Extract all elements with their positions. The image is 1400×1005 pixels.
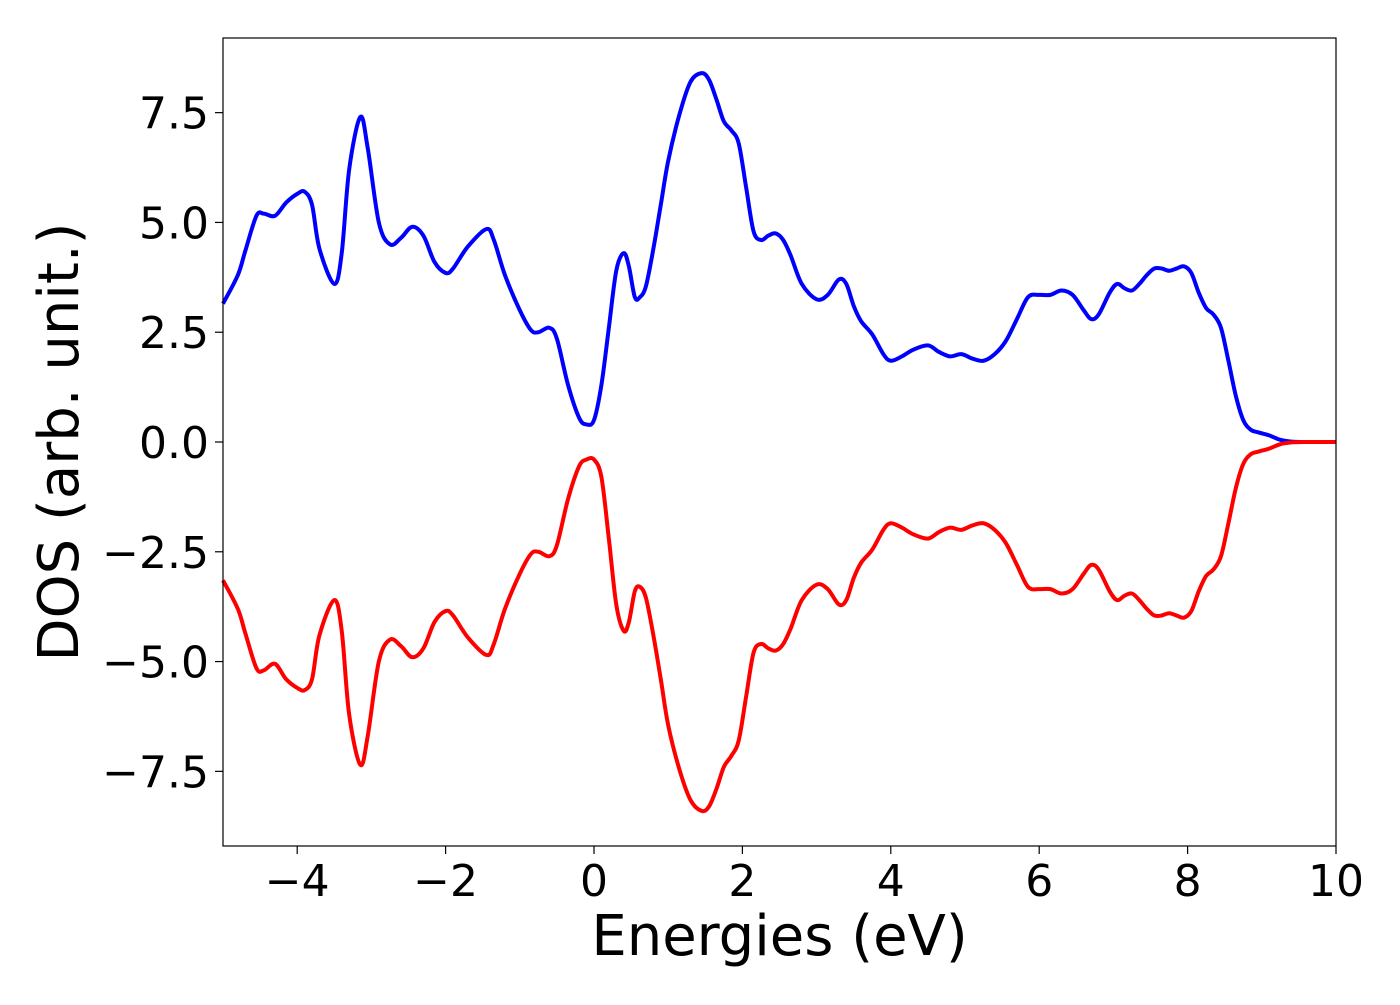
x-axis-ticks: −4 −2 0 2 4 6 8 10 [265,846,1364,907]
y-tick-label: 2.5 [139,308,209,359]
x-tick-label: 6 [1025,856,1053,907]
x-tick-label: 10 [1308,856,1364,907]
series-layer [221,71,1336,814]
x-axis-title: Energies (eV) [591,904,967,969]
x-tick-label: 4 [877,856,905,907]
y-axis-ticks: −7.5 −5.0 −2.5 0.0 2.5 5.0 7.5 [102,89,223,798]
series-line-blue [221,71,1336,445]
y-tick-label: −7.5 [102,747,209,798]
y-tick-label: 7.5 [139,89,209,140]
plot-area-frame [222,37,1337,847]
y-tick-label: 5.0 [139,198,209,249]
y-tick-label: −2.5 [102,528,209,579]
x-tick-label: −4 [265,856,330,907]
x-tick-label: 0 [580,856,608,907]
x-tick-label: −2 [413,856,478,907]
y-tick-label: −5.0 [102,638,209,689]
x-tick-label: 8 [1174,856,1202,907]
y-tick-label: 0.0 [139,418,209,469]
y-axis-title: DOS (arb. unit.) [27,222,92,661]
series-line-red [221,439,1336,814]
x-tick-label: 2 [728,856,756,907]
